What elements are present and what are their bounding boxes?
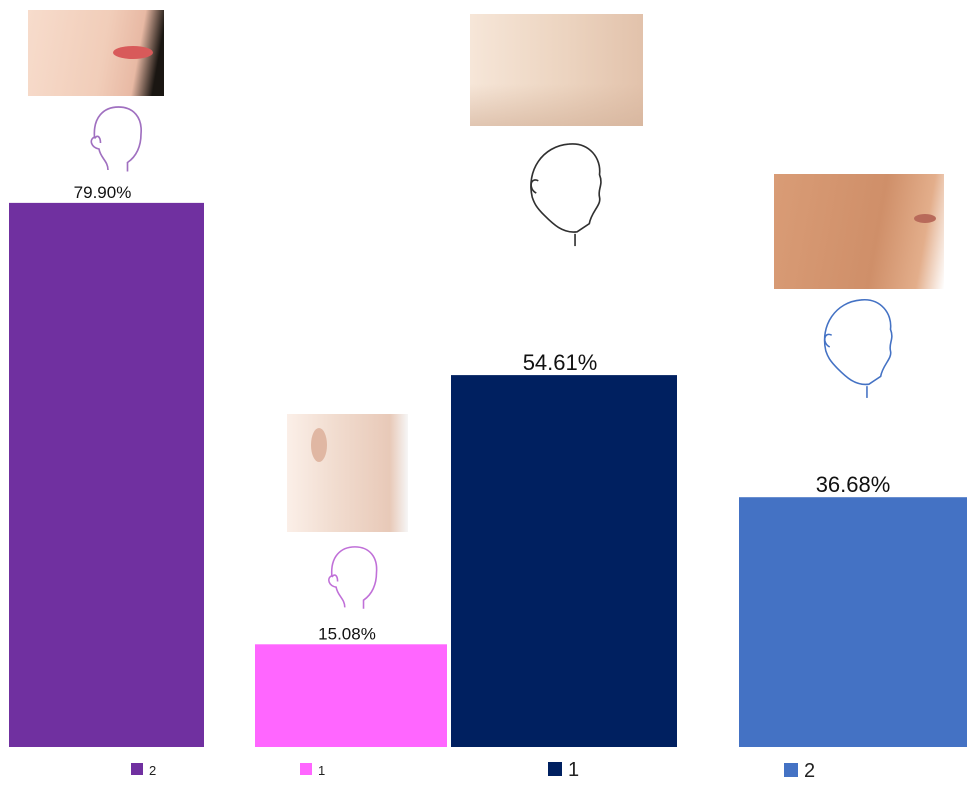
legend-swatch-3 <box>548 762 562 776</box>
legend: 2 1 1 2 <box>131 759 815 782</box>
legend-label-1: 2 <box>149 763 156 778</box>
male-head-outline-icon <box>530 143 602 247</box>
bar-4 <box>739 497 967 747</box>
male-side-face-photo-2 <box>774 174 944 289</box>
bars <box>9 202 967 748</box>
bar-3 <box>451 375 677 747</box>
female-face-photo <box>28 10 164 96</box>
male-head-outline-icon <box>823 299 893 398</box>
male-side-face-photo <box>470 14 643 126</box>
lips <box>914 214 936 223</box>
female-side-face-photo <box>287 414 408 532</box>
legend-swatch-2 <box>300 763 312 775</box>
legend-swatch-1 <box>131 763 143 775</box>
bar-1 <box>9 202 204 748</box>
legend-label-3: 1 <box>568 759 579 781</box>
female-head-outline-icon <box>90 106 142 172</box>
bar-2 <box>255 644 447 747</box>
value-labels: 79.90% 15.08% 54.61% 36.68% <box>74 183 891 643</box>
value-label-3: 54.61% <box>523 350 598 375</box>
female-head-outline-icon <box>327 546 378 609</box>
legend-label-2: 1 <box>318 763 325 778</box>
legend-swatch-4 <box>784 763 798 777</box>
lips <box>113 46 153 59</box>
jaw-shadow <box>470 84 643 126</box>
ear <box>311 428 327 462</box>
legend-label-4: 2 <box>804 760 815 782</box>
value-label-4: 36.68% <box>816 472 891 497</box>
value-label-1: 79.90% <box>74 183 132 202</box>
value-label-2: 15.08% <box>318 624 376 643</box>
